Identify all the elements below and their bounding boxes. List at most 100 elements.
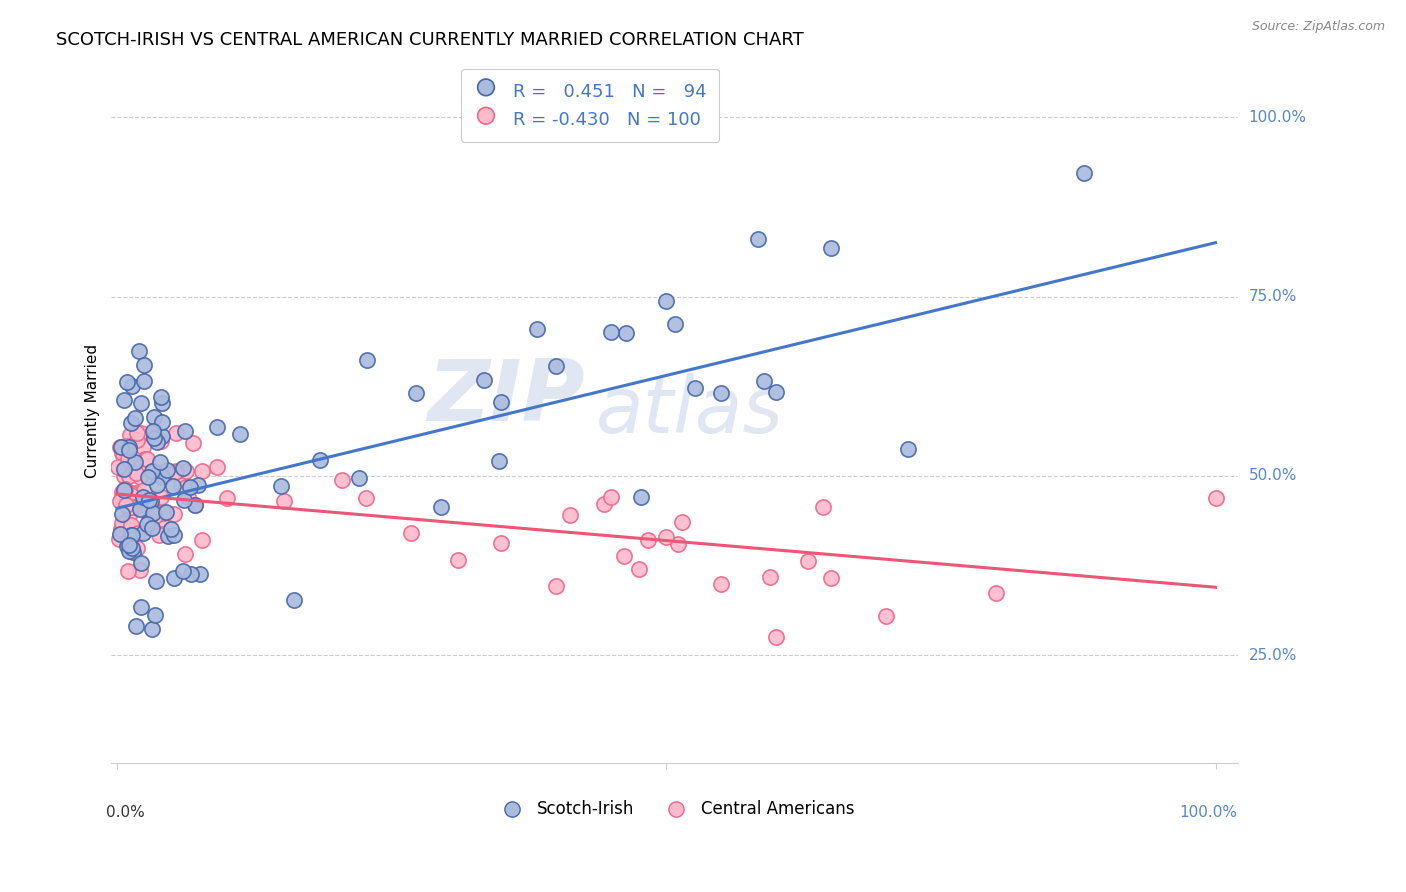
Point xyxy=(118,443,141,458)
Point xyxy=(146,478,169,492)
Point xyxy=(129,396,152,410)
Point xyxy=(205,459,228,474)
Point xyxy=(491,395,513,409)
Point xyxy=(111,490,134,504)
Point xyxy=(108,493,131,508)
Point xyxy=(136,516,159,531)
Point xyxy=(165,464,187,478)
Point xyxy=(180,567,202,582)
Point xyxy=(121,544,143,558)
Point xyxy=(129,599,152,614)
Point xyxy=(129,502,152,516)
Point xyxy=(108,533,131,547)
Text: 75.0%: 75.0% xyxy=(1249,289,1296,304)
Point xyxy=(188,566,211,581)
Point xyxy=(142,424,165,438)
Point xyxy=(157,528,180,542)
Point xyxy=(758,570,780,584)
Point xyxy=(136,500,159,515)
Point xyxy=(347,471,370,485)
Point xyxy=(152,506,174,520)
Point xyxy=(146,504,169,518)
Text: 25.0%: 25.0% xyxy=(1249,648,1296,663)
Text: ZIP: ZIP xyxy=(427,356,585,439)
Point xyxy=(111,516,134,530)
Point xyxy=(120,528,142,542)
Point xyxy=(628,562,651,576)
Point xyxy=(110,440,132,454)
Point xyxy=(127,525,149,540)
Point xyxy=(176,490,198,504)
Point xyxy=(110,522,132,536)
Point xyxy=(111,462,134,476)
Point xyxy=(127,434,149,448)
Point xyxy=(752,374,775,388)
Point xyxy=(205,420,228,434)
Point xyxy=(148,528,170,542)
Point xyxy=(115,517,138,532)
Point xyxy=(141,465,163,479)
Point xyxy=(117,501,139,516)
Point xyxy=(124,411,146,425)
Point xyxy=(117,469,139,483)
Point xyxy=(270,479,292,493)
Point xyxy=(614,326,637,341)
Point xyxy=(143,431,166,445)
Point xyxy=(187,478,209,492)
Point xyxy=(141,521,163,535)
Point xyxy=(124,455,146,469)
Point xyxy=(155,467,177,481)
Point xyxy=(132,374,155,388)
Point xyxy=(118,428,141,442)
Point xyxy=(797,554,820,568)
Point xyxy=(172,461,194,475)
Point xyxy=(472,373,495,387)
Point xyxy=(132,359,155,373)
Point xyxy=(115,376,138,390)
Point xyxy=(125,466,148,480)
Point xyxy=(330,474,353,488)
Point xyxy=(1073,166,1095,180)
Point xyxy=(108,441,131,455)
Point xyxy=(405,386,427,401)
Point xyxy=(112,462,135,476)
Text: 100.0%: 100.0% xyxy=(1249,110,1306,125)
Point xyxy=(149,390,172,404)
Point xyxy=(150,429,173,443)
Point xyxy=(172,564,194,578)
Point xyxy=(813,500,835,515)
Point xyxy=(613,549,636,563)
Point xyxy=(125,541,148,556)
Point xyxy=(132,526,155,541)
Point xyxy=(356,353,378,368)
Point xyxy=(141,622,163,636)
Point xyxy=(273,494,295,508)
Point xyxy=(112,483,135,497)
Point xyxy=(546,579,568,593)
Point xyxy=(820,241,842,255)
Point xyxy=(139,497,162,511)
Point xyxy=(108,527,131,541)
Point xyxy=(600,326,623,340)
Point xyxy=(526,322,548,336)
Point xyxy=(176,464,198,478)
Point xyxy=(112,468,135,483)
Point xyxy=(149,490,172,504)
Point xyxy=(142,409,165,424)
Point xyxy=(875,608,897,623)
Point xyxy=(560,508,582,522)
Point xyxy=(120,517,142,532)
Point xyxy=(683,382,706,396)
Point xyxy=(747,232,769,246)
Point xyxy=(111,493,134,508)
Point xyxy=(173,493,195,508)
Point xyxy=(309,452,332,467)
Point xyxy=(600,490,623,504)
Point xyxy=(655,529,678,543)
Point xyxy=(120,506,142,520)
Point xyxy=(173,547,195,561)
Point xyxy=(162,479,184,493)
Point xyxy=(146,434,169,449)
Point xyxy=(356,491,378,506)
Point xyxy=(165,465,187,479)
